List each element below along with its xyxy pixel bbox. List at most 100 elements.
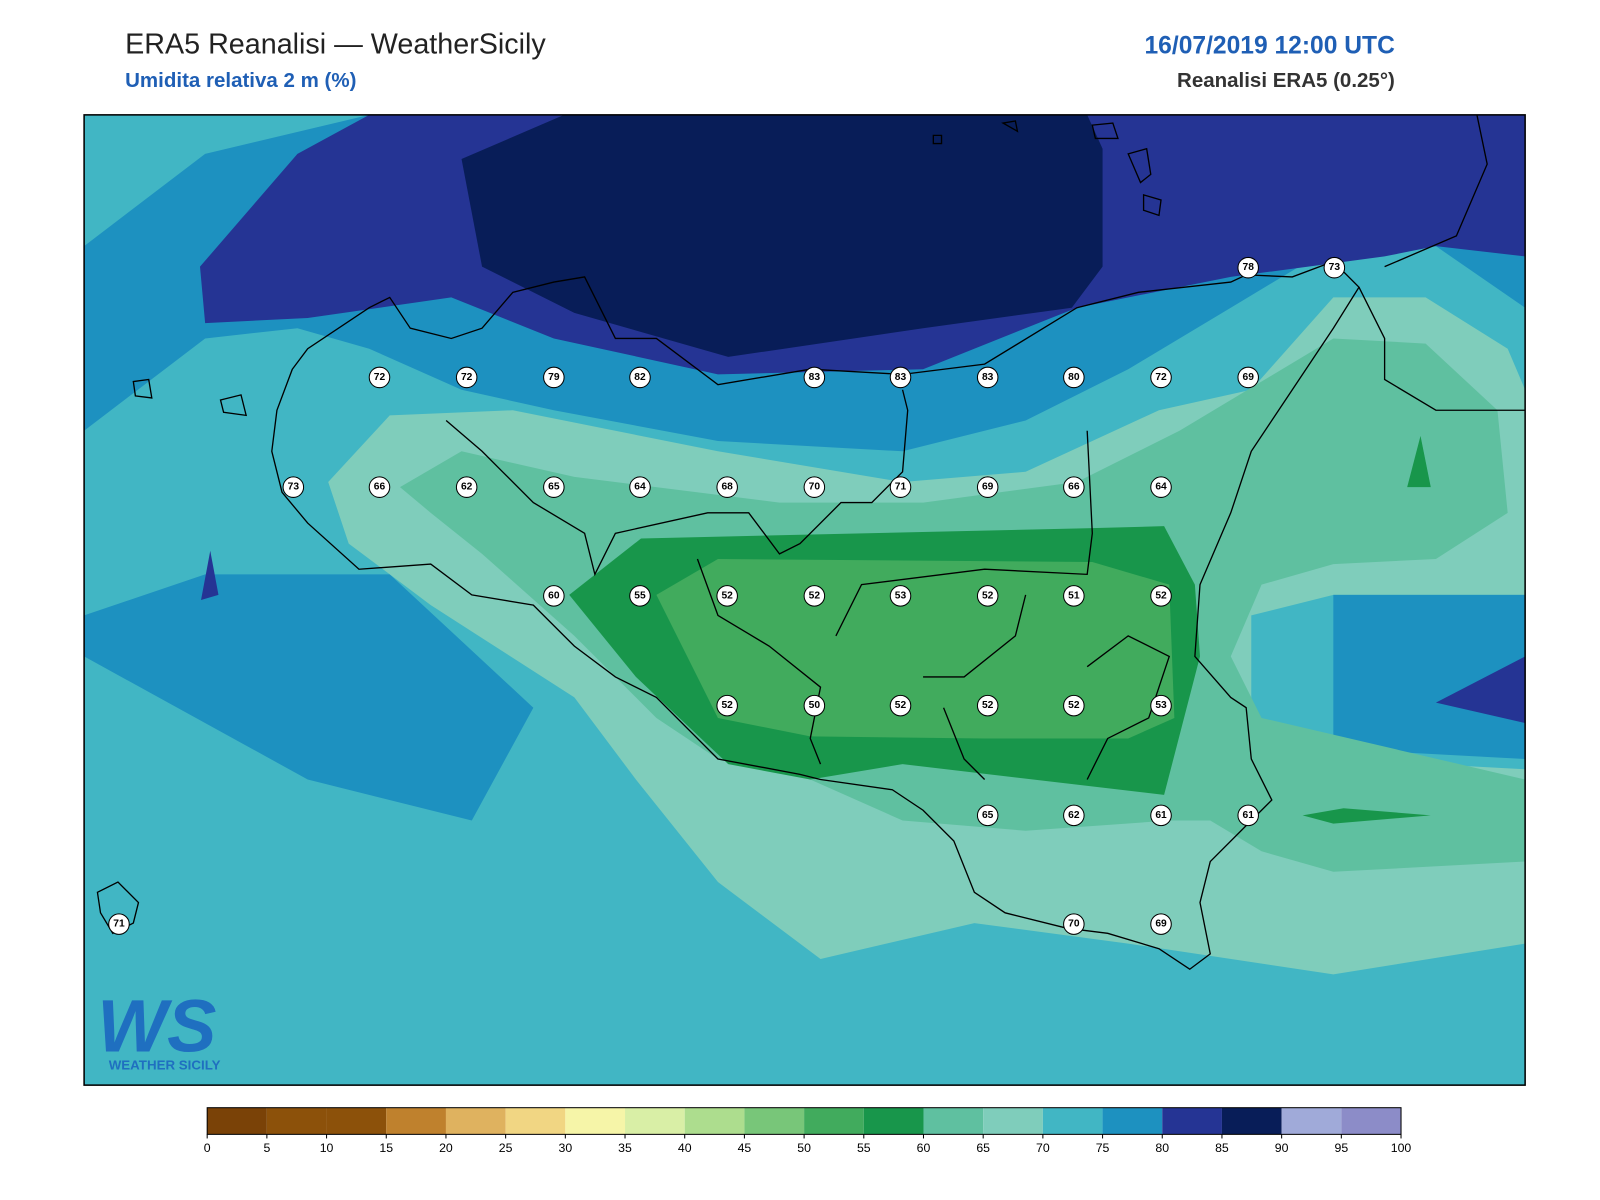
colorbar-segment bbox=[684, 1107, 745, 1135]
logo-text: WEATHER SICILY bbox=[109, 1058, 221, 1073]
station-marker bbox=[1150, 476, 1172, 498]
station-value: 64 bbox=[634, 482, 646, 493]
colorbar-segment bbox=[1162, 1107, 1222, 1135]
colorbar-segment bbox=[266, 1107, 327, 1135]
station-marker bbox=[1063, 585, 1085, 607]
station-value: 78 bbox=[1243, 262, 1255, 273]
colorbar-segment bbox=[207, 1107, 267, 1135]
colorbar-segment bbox=[1281, 1107, 1342, 1135]
station-value: 70 bbox=[809, 482, 821, 493]
station-marker bbox=[803, 585, 826, 607]
colorbar-segment bbox=[1221, 1107, 1282, 1135]
colorbar-segment bbox=[744, 1107, 805, 1135]
station-value: 52 bbox=[1068, 700, 1080, 711]
station-marker bbox=[1150, 804, 1172, 827]
station-value: 69 bbox=[1155, 919, 1167, 930]
station-marker bbox=[1150, 585, 1172, 607]
station-value: 52 bbox=[982, 590, 994, 601]
station-value: 50 bbox=[809, 700, 821, 711]
station-marker bbox=[716, 476, 738, 498]
colorbar-label: 35 bbox=[618, 1141, 632, 1155]
station-marker bbox=[976, 694, 999, 717]
station-value: 52 bbox=[895, 700, 907, 711]
colorbar-segment bbox=[863, 1107, 924, 1135]
station-value: 61 bbox=[1155, 810, 1167, 821]
station-marker bbox=[889, 585, 912, 607]
colorbar-label: 30 bbox=[558, 1141, 572, 1155]
source: Reanalisi ERA5 (0.25°) bbox=[1177, 69, 1395, 92]
station-marker bbox=[1063, 366, 1085, 389]
station-marker bbox=[803, 366, 826, 389]
station-value: 72 bbox=[1155, 372, 1167, 383]
colorbar-label: 50 bbox=[797, 1141, 811, 1155]
map-frame bbox=[83, 114, 1526, 1086]
station-marker bbox=[889, 476, 912, 498]
station-value: 62 bbox=[461, 482, 473, 493]
station-value: 51 bbox=[1068, 590, 1080, 601]
station-value: 83 bbox=[809, 372, 821, 383]
sicily-outline bbox=[271, 260, 1360, 971]
contour-band bbox=[1302, 808, 1431, 824]
stations: 78 73 72 72 79 82 83 83 83 80 72 69 73 66 62 65 64 68 70 71… bbox=[108, 256, 1346, 935]
station-value: 71 bbox=[113, 919, 125, 930]
station-value: 69 bbox=[1243, 372, 1255, 383]
station-marker bbox=[1323, 256, 1346, 279]
station-marker bbox=[108, 913, 130, 935]
station-value: 55 bbox=[634, 590, 646, 601]
province-border bbox=[445, 389, 909, 577]
station-marker bbox=[543, 476, 565, 498]
contour-band bbox=[1333, 594, 1526, 759]
colorbar-label: 70 bbox=[1036, 1141, 1050, 1155]
station-value: 79 bbox=[548, 372, 560, 383]
station-value: 62 bbox=[1068, 810, 1080, 821]
station-value: 80 bbox=[1068, 372, 1080, 383]
logo-mark: WS bbox=[97, 984, 216, 1067]
contour-band bbox=[1407, 435, 1431, 488]
colorbar-label: 45 bbox=[738, 1141, 752, 1155]
station-value: 65 bbox=[982, 810, 994, 821]
station-marker bbox=[1063, 476, 1085, 498]
colorbar-segment bbox=[983, 1107, 1043, 1135]
station-marker bbox=[889, 366, 912, 389]
station-value: 69 bbox=[982, 482, 994, 493]
station-value: 53 bbox=[895, 590, 907, 601]
station-marker bbox=[716, 694, 738, 717]
colorbar-label: 15 bbox=[379, 1141, 393, 1155]
colorbar-label: 90 bbox=[1275, 1141, 1289, 1155]
station-marker bbox=[543, 585, 565, 607]
station-marker bbox=[1150, 694, 1172, 717]
colorbar-segment bbox=[445, 1107, 506, 1135]
station-value: 72 bbox=[461, 372, 473, 383]
station-marker bbox=[629, 585, 651, 607]
colorbar-segment bbox=[625, 1107, 685, 1135]
station-marker bbox=[1063, 913, 1085, 935]
station-marker bbox=[455, 366, 478, 389]
colorbar-segment bbox=[923, 1107, 984, 1135]
colorbar-segment bbox=[565, 1107, 626, 1135]
colorbar-label: 65 bbox=[976, 1141, 990, 1155]
station-marker bbox=[803, 476, 826, 498]
colorbar-label: 40 bbox=[678, 1141, 692, 1155]
colorbar-segment bbox=[505, 1107, 566, 1135]
station-value: 73 bbox=[288, 482, 300, 493]
station-value: 64 bbox=[1155, 482, 1167, 493]
station-value: 83 bbox=[982, 372, 994, 383]
station-marker bbox=[629, 366, 651, 389]
coastline bbox=[96, 114, 1526, 971]
station-marker bbox=[1237, 366, 1259, 389]
colorbar-label: 80 bbox=[1155, 1141, 1169, 1155]
colorbar-label: 5 bbox=[263, 1141, 270, 1155]
station-marker bbox=[1237, 804, 1259, 827]
colorbar-segment bbox=[1042, 1107, 1103, 1135]
station-marker bbox=[455, 476, 478, 498]
colorbar-segment bbox=[1102, 1107, 1163, 1135]
station-marker bbox=[282, 476, 305, 498]
station-marker bbox=[803, 694, 826, 717]
colorbar: 0 5 10 15 20 25 30 35 40 45 50 55 60 65 70 75 80 85 90 95 10… bbox=[204, 1107, 1411, 1155]
station-value: 68 bbox=[721, 482, 733, 493]
station-value: 65 bbox=[548, 482, 560, 493]
station-value: 52 bbox=[809, 590, 821, 601]
station-marker bbox=[368, 476, 391, 498]
logo: WS WEATHER SICILY bbox=[97, 984, 220, 1072]
